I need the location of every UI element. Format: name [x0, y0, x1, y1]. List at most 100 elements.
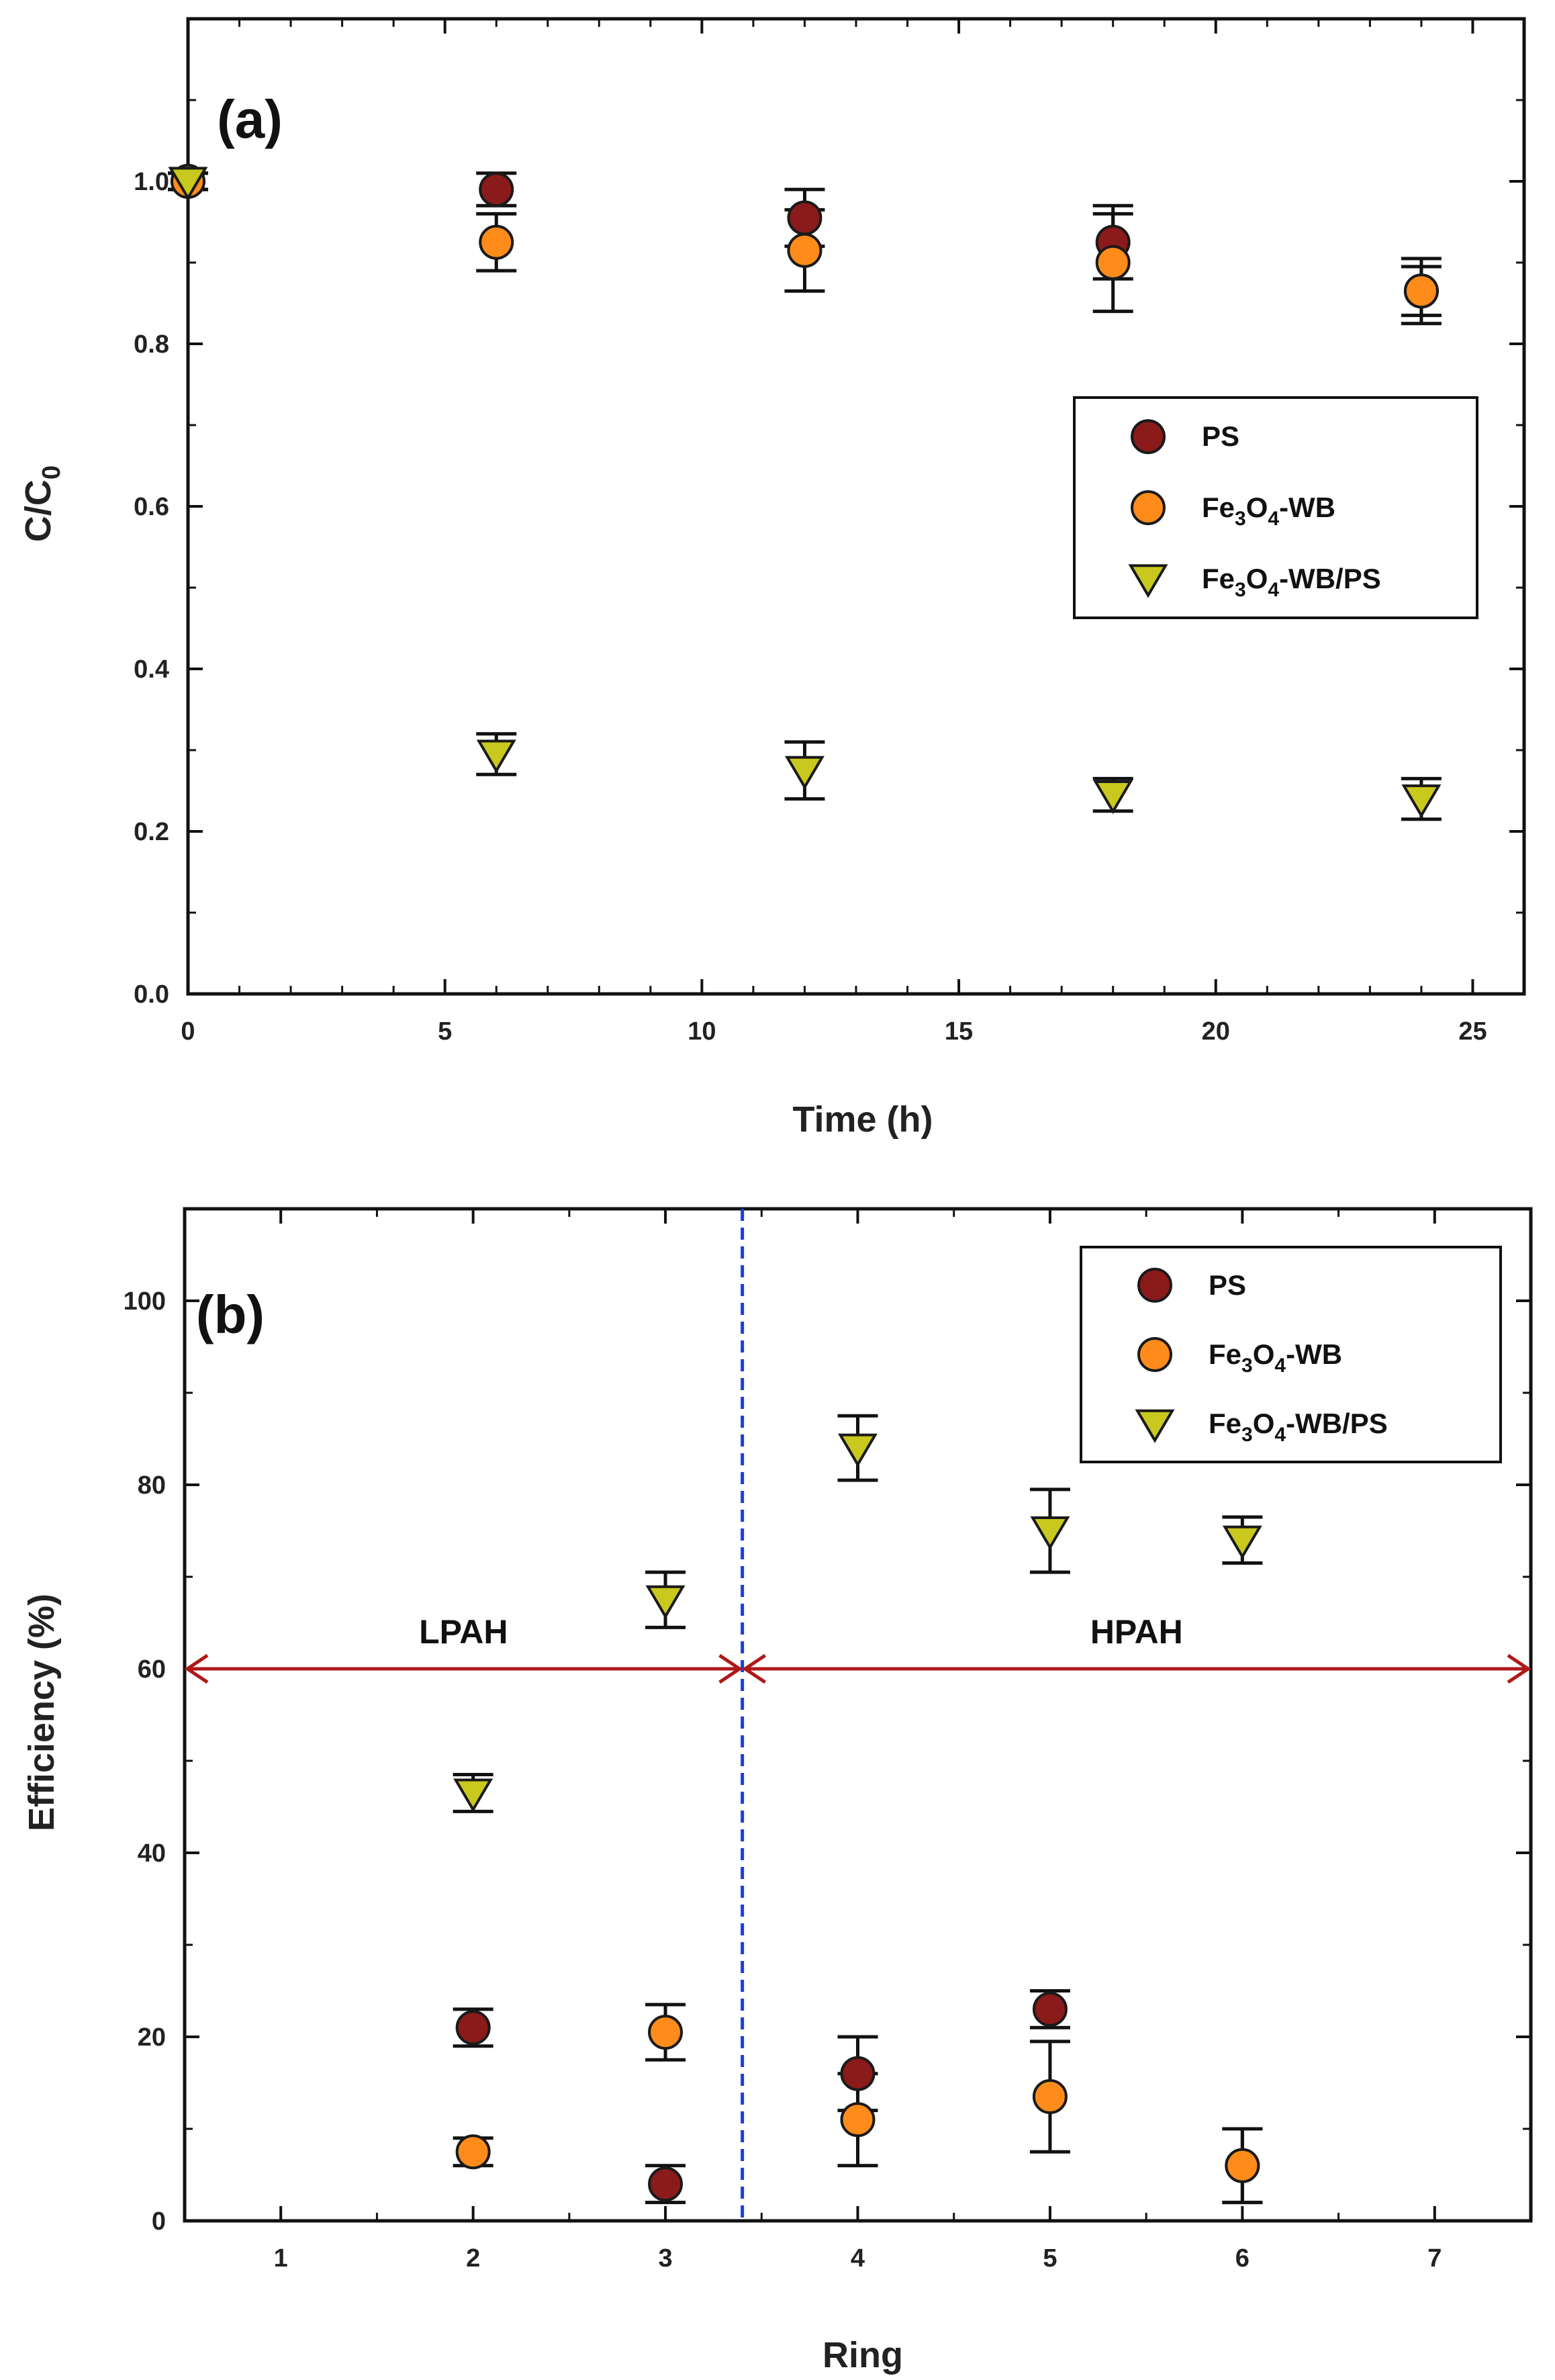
- data-point-triangle-down: [1030, 1516, 1070, 1551]
- x-tick-label: 25: [1458, 1017, 1487, 1046]
- legend-text-part: Fe: [1209, 1408, 1241, 1439]
- data-point-circle: [1403, 273, 1439, 309]
- data-point-circle: [479, 172, 514, 208]
- legend-text-part: 4: [1274, 1355, 1286, 1377]
- y-tick-label: 0: [152, 2207, 166, 2236]
- data-point-circle: [1095, 245, 1131, 280]
- x-tick-label: 10: [688, 1017, 716, 1046]
- y-tick-label: 0.8: [134, 330, 169, 359]
- x-tick-label: 5: [438, 1017, 452, 1046]
- y-tick-label: 20: [138, 2023, 166, 2052]
- data-point-circle: [787, 232, 822, 268]
- legend-text-part: O: [1246, 492, 1268, 523]
- y-tick-label: 80: [138, 1471, 166, 1500]
- data-point-triangle-down: [784, 756, 824, 790]
- legend-marker: [1128, 564, 1168, 598]
- data-point-triangle-down: [453, 1778, 493, 1813]
- x-tick-label: 1: [274, 2244, 288, 2273]
- lpah-label: LPAH: [419, 1613, 508, 1651]
- y-tick-label: 40: [138, 1839, 166, 1868]
- y-axis-title-main: C/C: [18, 479, 58, 542]
- legend-text-part: Fe: [1202, 492, 1235, 523]
- panel-label: (b): [196, 1285, 265, 1344]
- x-tick-label: 4: [851, 2244, 865, 2273]
- legend-label: Fe3O4-WB/PS: [1209, 1408, 1388, 1446]
- lpah-arrow-head-right: [718, 1653, 743, 1684]
- legend-text-part: 4: [1268, 579, 1279, 601]
- x-tick-label: 15: [945, 1017, 973, 1046]
- legend-text-part: O: [1253, 1408, 1275, 1439]
- y-axis-title-main: Efficiency (%): [21, 1594, 62, 1831]
- x-tick-label: 0: [181, 1017, 195, 1046]
- x-axis-title: Time (h): [792, 1099, 933, 1140]
- legend-text-part: 3: [1235, 508, 1246, 530]
- data-point-circle: [648, 2015, 684, 2050]
- y-tick-label: 60: [138, 1655, 166, 1684]
- legend-marker: [1135, 1409, 1175, 1443]
- hpah-label: HPAH: [1090, 1613, 1183, 1651]
- legend-text-part: PS: [1202, 420, 1239, 452]
- panel-b-chart: 1 2 3 4 5 6 7 0 20 40 60 80 100 Ring Efficiency (%) (b)…: [21, 1207, 1533, 2375]
- x-tick-label: 2: [466, 2244, 480, 2273]
- data-point-triangle-down: [1093, 780, 1133, 815]
- x-tick-label: 6: [1235, 2244, 1250, 2273]
- y-axis-title-subscript: 0: [38, 465, 66, 479]
- legend-text-part: -WB/PS: [1286, 1408, 1388, 1439]
- data-point-triangle-down: [838, 1433, 878, 1467]
- legend-text-part: O: [1246, 563, 1268, 594]
- legend-marker: [1137, 1267, 1172, 1303]
- legend-marker: [1131, 490, 1166, 525]
- x-tick-label: 20: [1202, 1017, 1230, 1046]
- legend-label: Fe3O4-WB: [1209, 1338, 1342, 1377]
- data-point-triangle-down: [1401, 784, 1442, 819]
- data-point-circle: [840, 2102, 876, 2138]
- y-tick-label: 100: [124, 1287, 166, 1316]
- x-tick-label: 5: [1043, 2244, 1057, 2273]
- legend-label: PS: [1202, 420, 1239, 452]
- legend-text-part: Fe: [1202, 563, 1235, 594]
- legend-marker: [1137, 1337, 1172, 1372]
- x-axis-title: Ring: [822, 2335, 903, 2375]
- data-point-circle: [648, 2166, 684, 2202]
- data-point-circle: [1032, 1991, 1068, 2027]
- hpah-arrow-head-right: [1507, 1653, 1532, 1684]
- legend-text-part: -WB: [1279, 492, 1335, 523]
- legend-label: PS: [1209, 1269, 1246, 1301]
- y-tick-label: 0.6: [134, 493, 169, 521]
- legend-text-part: -WB: [1286, 1338, 1342, 1370]
- legend-text-part: -WB/PS: [1279, 563, 1381, 594]
- data-point-circle: [787, 200, 822, 236]
- y-tick-label: 1.0: [134, 168, 169, 196]
- data-point-triangle-down: [476, 739, 516, 774]
- legend-text-part: 4: [1268, 508, 1279, 530]
- data-point-circle: [479, 224, 514, 260]
- panel-label: (a): [217, 89, 283, 149]
- hpah-arrow-head-left: [742, 1653, 767, 1684]
- y-axis-title: C/C0: [18, 465, 66, 542]
- legend-marker: [1131, 419, 1166, 455]
- data-point-circle: [840, 2056, 876, 2091]
- legend-text-part: PS: [1209, 1269, 1246, 1301]
- legend-label: Fe3O4-WB/PS: [1202, 563, 1381, 601]
- data-point-triangle-down: [645, 1585, 686, 1619]
- legend-text-part: 3: [1241, 1424, 1253, 1446]
- y-tick-label: 0.0: [134, 980, 169, 1009]
- data-point-triangle-down: [168, 167, 208, 201]
- x-tick-label: 3: [659, 2244, 673, 2273]
- legend-text-part: Fe: [1209, 1338, 1241, 1370]
- legend-label: Fe3O4-WB: [1202, 492, 1335, 530]
- data-point-circle: [455, 2134, 491, 2170]
- data-point-circle: [1032, 2079, 1068, 2115]
- x-tick-label: 7: [1427, 2244, 1442, 2273]
- y-tick-label: 0.2: [134, 818, 169, 846]
- legend-text-part: 3: [1235, 579, 1246, 601]
- data-point-circle: [455, 2010, 491, 2046]
- y-axis-title: Efficiency (%): [21, 1594, 62, 1831]
- data-point-triangle-down: [1222, 1525, 1262, 1559]
- data-point-circle: [1225, 2148, 1260, 2183]
- y-tick-label: 0.4: [134, 655, 169, 684]
- lpah-arrow-head-left: [184, 1653, 209, 1684]
- legend-text-part: O: [1253, 1338, 1275, 1370]
